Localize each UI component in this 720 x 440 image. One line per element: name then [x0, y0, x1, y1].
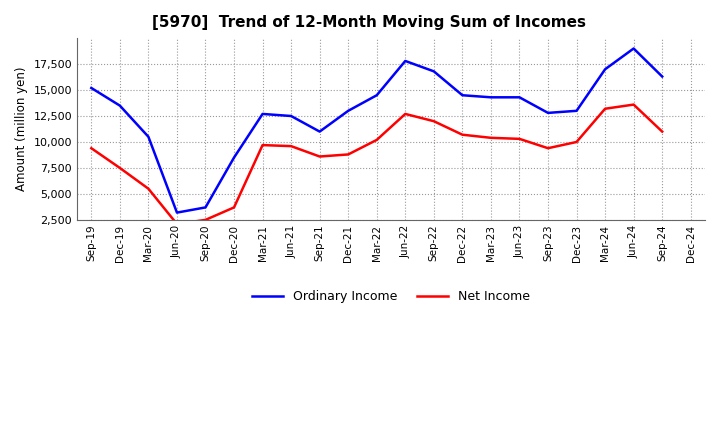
Ordinary Income — [544, 110, 552, 116]
Ordinary Income — [315, 129, 324, 134]
Ordinary Income — [572, 108, 581, 114]
Net Income — [572, 139, 581, 145]
Net Income — [401, 111, 410, 117]
Ordinary Income — [430, 69, 438, 74]
Net Income — [629, 102, 638, 107]
Net Income — [515, 136, 523, 142]
Net Income — [287, 143, 295, 149]
Legend: Ordinary Income, Net Income: Ordinary Income, Net Income — [247, 285, 535, 308]
Ordinary Income — [144, 134, 153, 139]
Ordinary Income — [458, 92, 467, 98]
Y-axis label: Amount (million yen): Amount (million yen) — [15, 67, 28, 191]
Net Income — [258, 143, 267, 148]
Net Income — [344, 152, 353, 157]
Net Income — [658, 129, 667, 134]
Ordinary Income — [629, 46, 638, 51]
Ordinary Income — [287, 114, 295, 119]
Net Income — [458, 132, 467, 137]
Ordinary Income — [258, 111, 267, 117]
Line: Net Income: Net Income — [91, 105, 662, 224]
Net Income — [315, 154, 324, 159]
Ordinary Income — [230, 155, 238, 160]
Ordinary Income — [344, 108, 353, 114]
Ordinary Income — [87, 85, 96, 91]
Net Income — [87, 146, 96, 151]
Text: [5970]  Trend of 12-Month Moving Sum of Incomes: [5970] Trend of 12-Month Moving Sum of I… — [153, 15, 586, 30]
Net Income — [115, 165, 124, 171]
Ordinary Income — [201, 205, 210, 210]
Ordinary Income — [600, 66, 609, 72]
Ordinary Income — [658, 74, 667, 79]
Net Income — [544, 146, 552, 151]
Net Income — [144, 186, 153, 191]
Ordinary Income — [115, 103, 124, 108]
Net Income — [372, 137, 381, 143]
Ordinary Income — [372, 92, 381, 98]
Net Income — [430, 118, 438, 124]
Net Income — [487, 135, 495, 140]
Net Income — [600, 106, 609, 111]
Line: Ordinary Income: Ordinary Income — [91, 48, 662, 213]
Ordinary Income — [401, 59, 410, 64]
Net Income — [230, 205, 238, 210]
Ordinary Income — [173, 210, 181, 215]
Net Income — [201, 217, 210, 223]
Ordinary Income — [515, 95, 523, 100]
Ordinary Income — [487, 95, 495, 100]
Net Income — [173, 221, 181, 227]
